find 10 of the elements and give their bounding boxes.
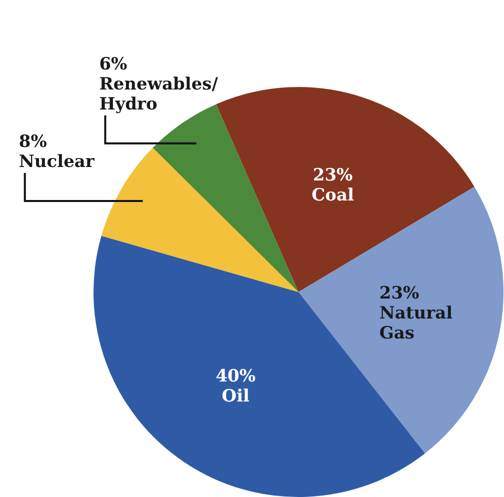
slice-label: Coal [312, 186, 354, 206]
slice-label: Oil [222, 386, 250, 407]
slice-label: Nuclear [18, 152, 96, 172]
data-label: 23% [312, 166, 353, 186]
data-label: 6% [99, 54, 128, 74]
slice-label: Natural Gas [379, 304, 454, 344]
slice-label: Renewables/Hydro [99, 74, 219, 114]
data-label: 8% [18, 132, 47, 152]
data-label: 40% [216, 366, 256, 387]
data-label: 23% [379, 284, 420, 304]
